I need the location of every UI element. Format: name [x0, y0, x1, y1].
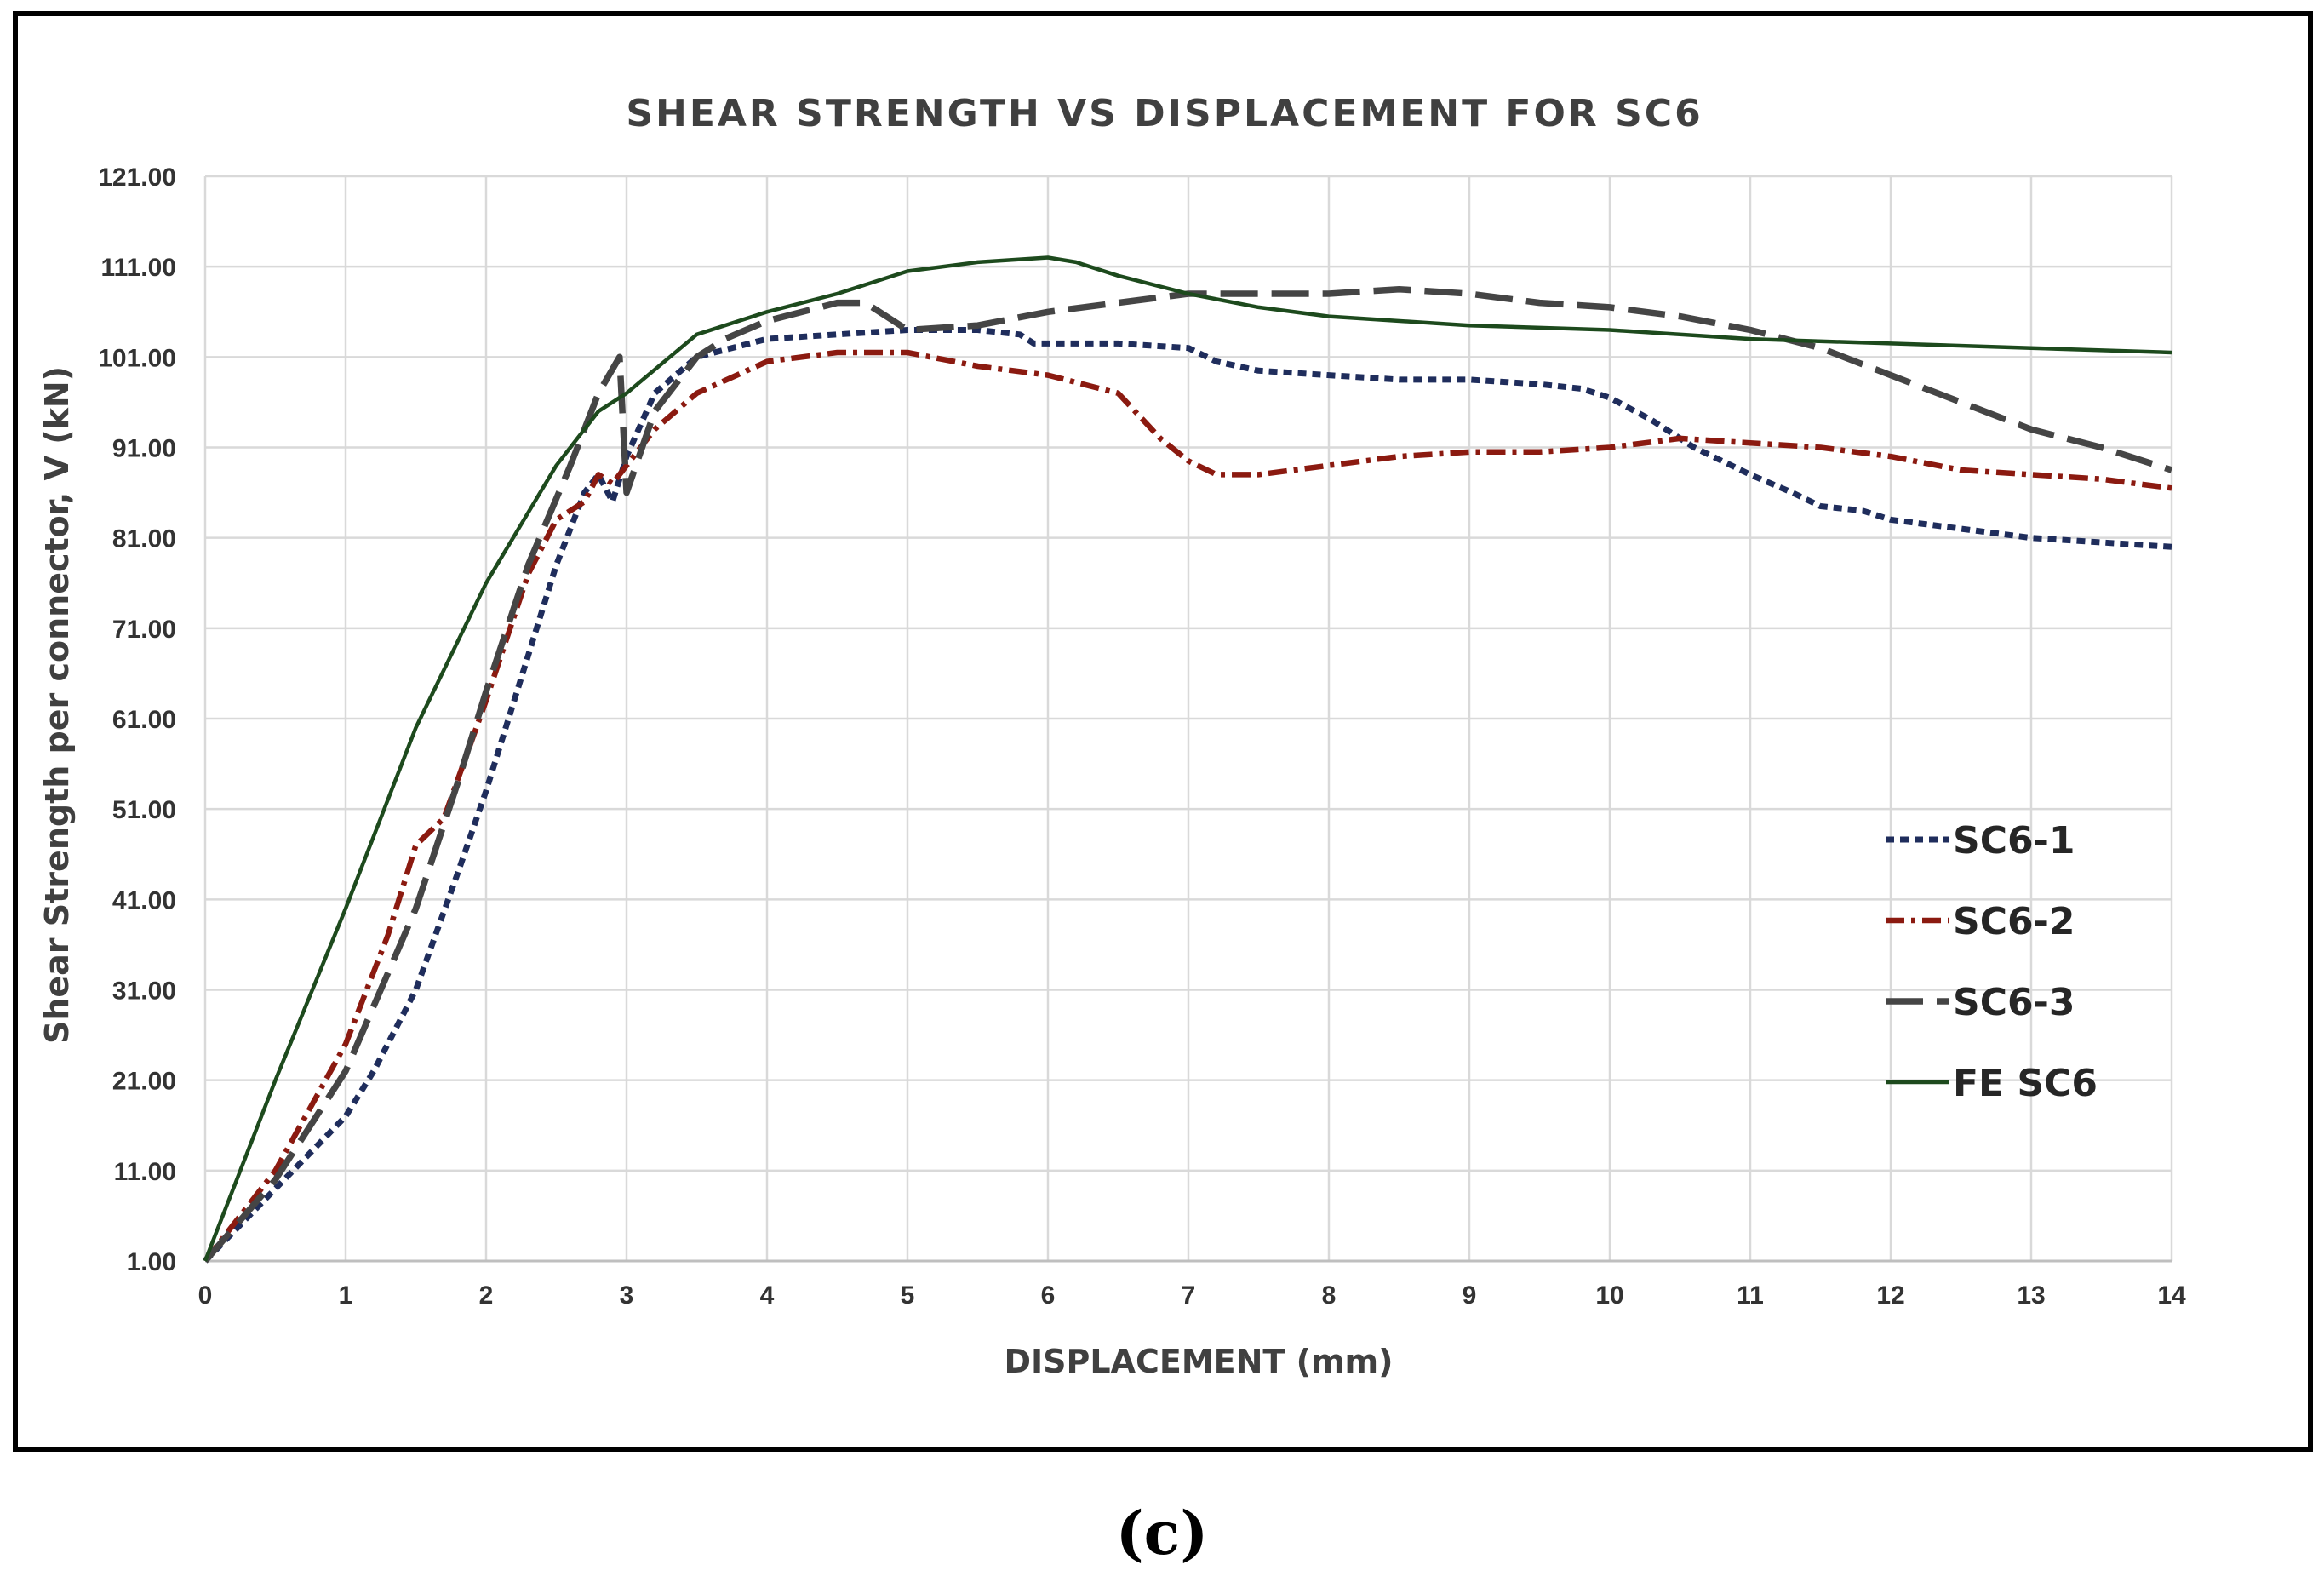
- y-tick-label: 121.00: [98, 163, 176, 192]
- chart-frame: [13, 11, 2313, 1452]
- x-tick-label: 13: [2017, 1281, 2045, 1310]
- y-tick-label: 51.00: [112, 796, 176, 824]
- grid: [203, 175, 2173, 1263]
- axes: 0 1 2 3 4 5 6 7 8 9 10 11 12 13 141.0011.0021.0031.004…: [98, 163, 2186, 1310]
- legend-label: SC6-3: [1953, 981, 2075, 1024]
- y-tick-label: 61.00: [112, 706, 176, 734]
- x-tick-label: 12: [1876, 1281, 1904, 1310]
- y-tick-label: 71.00: [112, 616, 176, 644]
- y-tick-label: 91.00: [112, 435, 176, 463]
- legend-label: SC6-1: [1953, 819, 2075, 863]
- legend-label: FE SC6: [1953, 1062, 2098, 1105]
- figure-caption: (c): [1116, 1498, 1209, 1568]
- y-tick-label: 81.00: [112, 525, 176, 553]
- series-line-sc6-1: [203, 327, 2172, 1264]
- x-axis-label: DISPLACEMENT (mm): [1004, 1343, 1393, 1380]
- y-tick-label: 31.00: [112, 977, 176, 1006]
- y-tick-label: 101.00: [98, 344, 176, 372]
- x-tick-label: 4: [760, 1281, 775, 1310]
- legend: SC6-1 SC6-2 SC6-3 FE SC6: [1886, 819, 2098, 1105]
- legend-label: SC6-2: [1953, 900, 2075, 943]
- y-axis-label: Shear Strength per connector, V (kN): [38, 366, 76, 1044]
- chart-title: SHEAR STRENGTH VS DISPLACEMENT FOR SC6: [626, 92, 1703, 135]
- series-line-fe-sc6: [203, 255, 2172, 1262]
- x-tick-label: 5: [901, 1281, 915, 1310]
- x-tick-label: 9: [1463, 1281, 1477, 1310]
- y-tick-label: 41.00: [112, 886, 176, 914]
- y-tick-label: 111.00: [101, 254, 176, 282]
- x-tick-label: 3: [620, 1281, 634, 1310]
- x-tick-label: 6: [1041, 1281, 1056, 1310]
- y-tick-label: 1.00: [127, 1248, 176, 1276]
- series-line-sc6-3: [203, 285, 2173, 1264]
- series-line-sc6-2: [203, 349, 2172, 1263]
- y-tick-label: 11.00: [114, 1158, 176, 1186]
- x-tick-label: 1: [339, 1281, 353, 1310]
- x-tick-label: 14: [2157, 1281, 2186, 1310]
- series-group: [203, 255, 2173, 1264]
- x-tick-label: 2: [479, 1281, 494, 1310]
- x-tick-label: 10: [1595, 1281, 1623, 1310]
- x-tick-label: 0: [198, 1281, 213, 1310]
- x-tick-label: 11: [1737, 1281, 1764, 1310]
- x-tick-label: 7: [1182, 1281, 1196, 1310]
- y-tick-label: 21.00: [112, 1068, 176, 1096]
- x-tick-label: 8: [1322, 1281, 1337, 1310]
